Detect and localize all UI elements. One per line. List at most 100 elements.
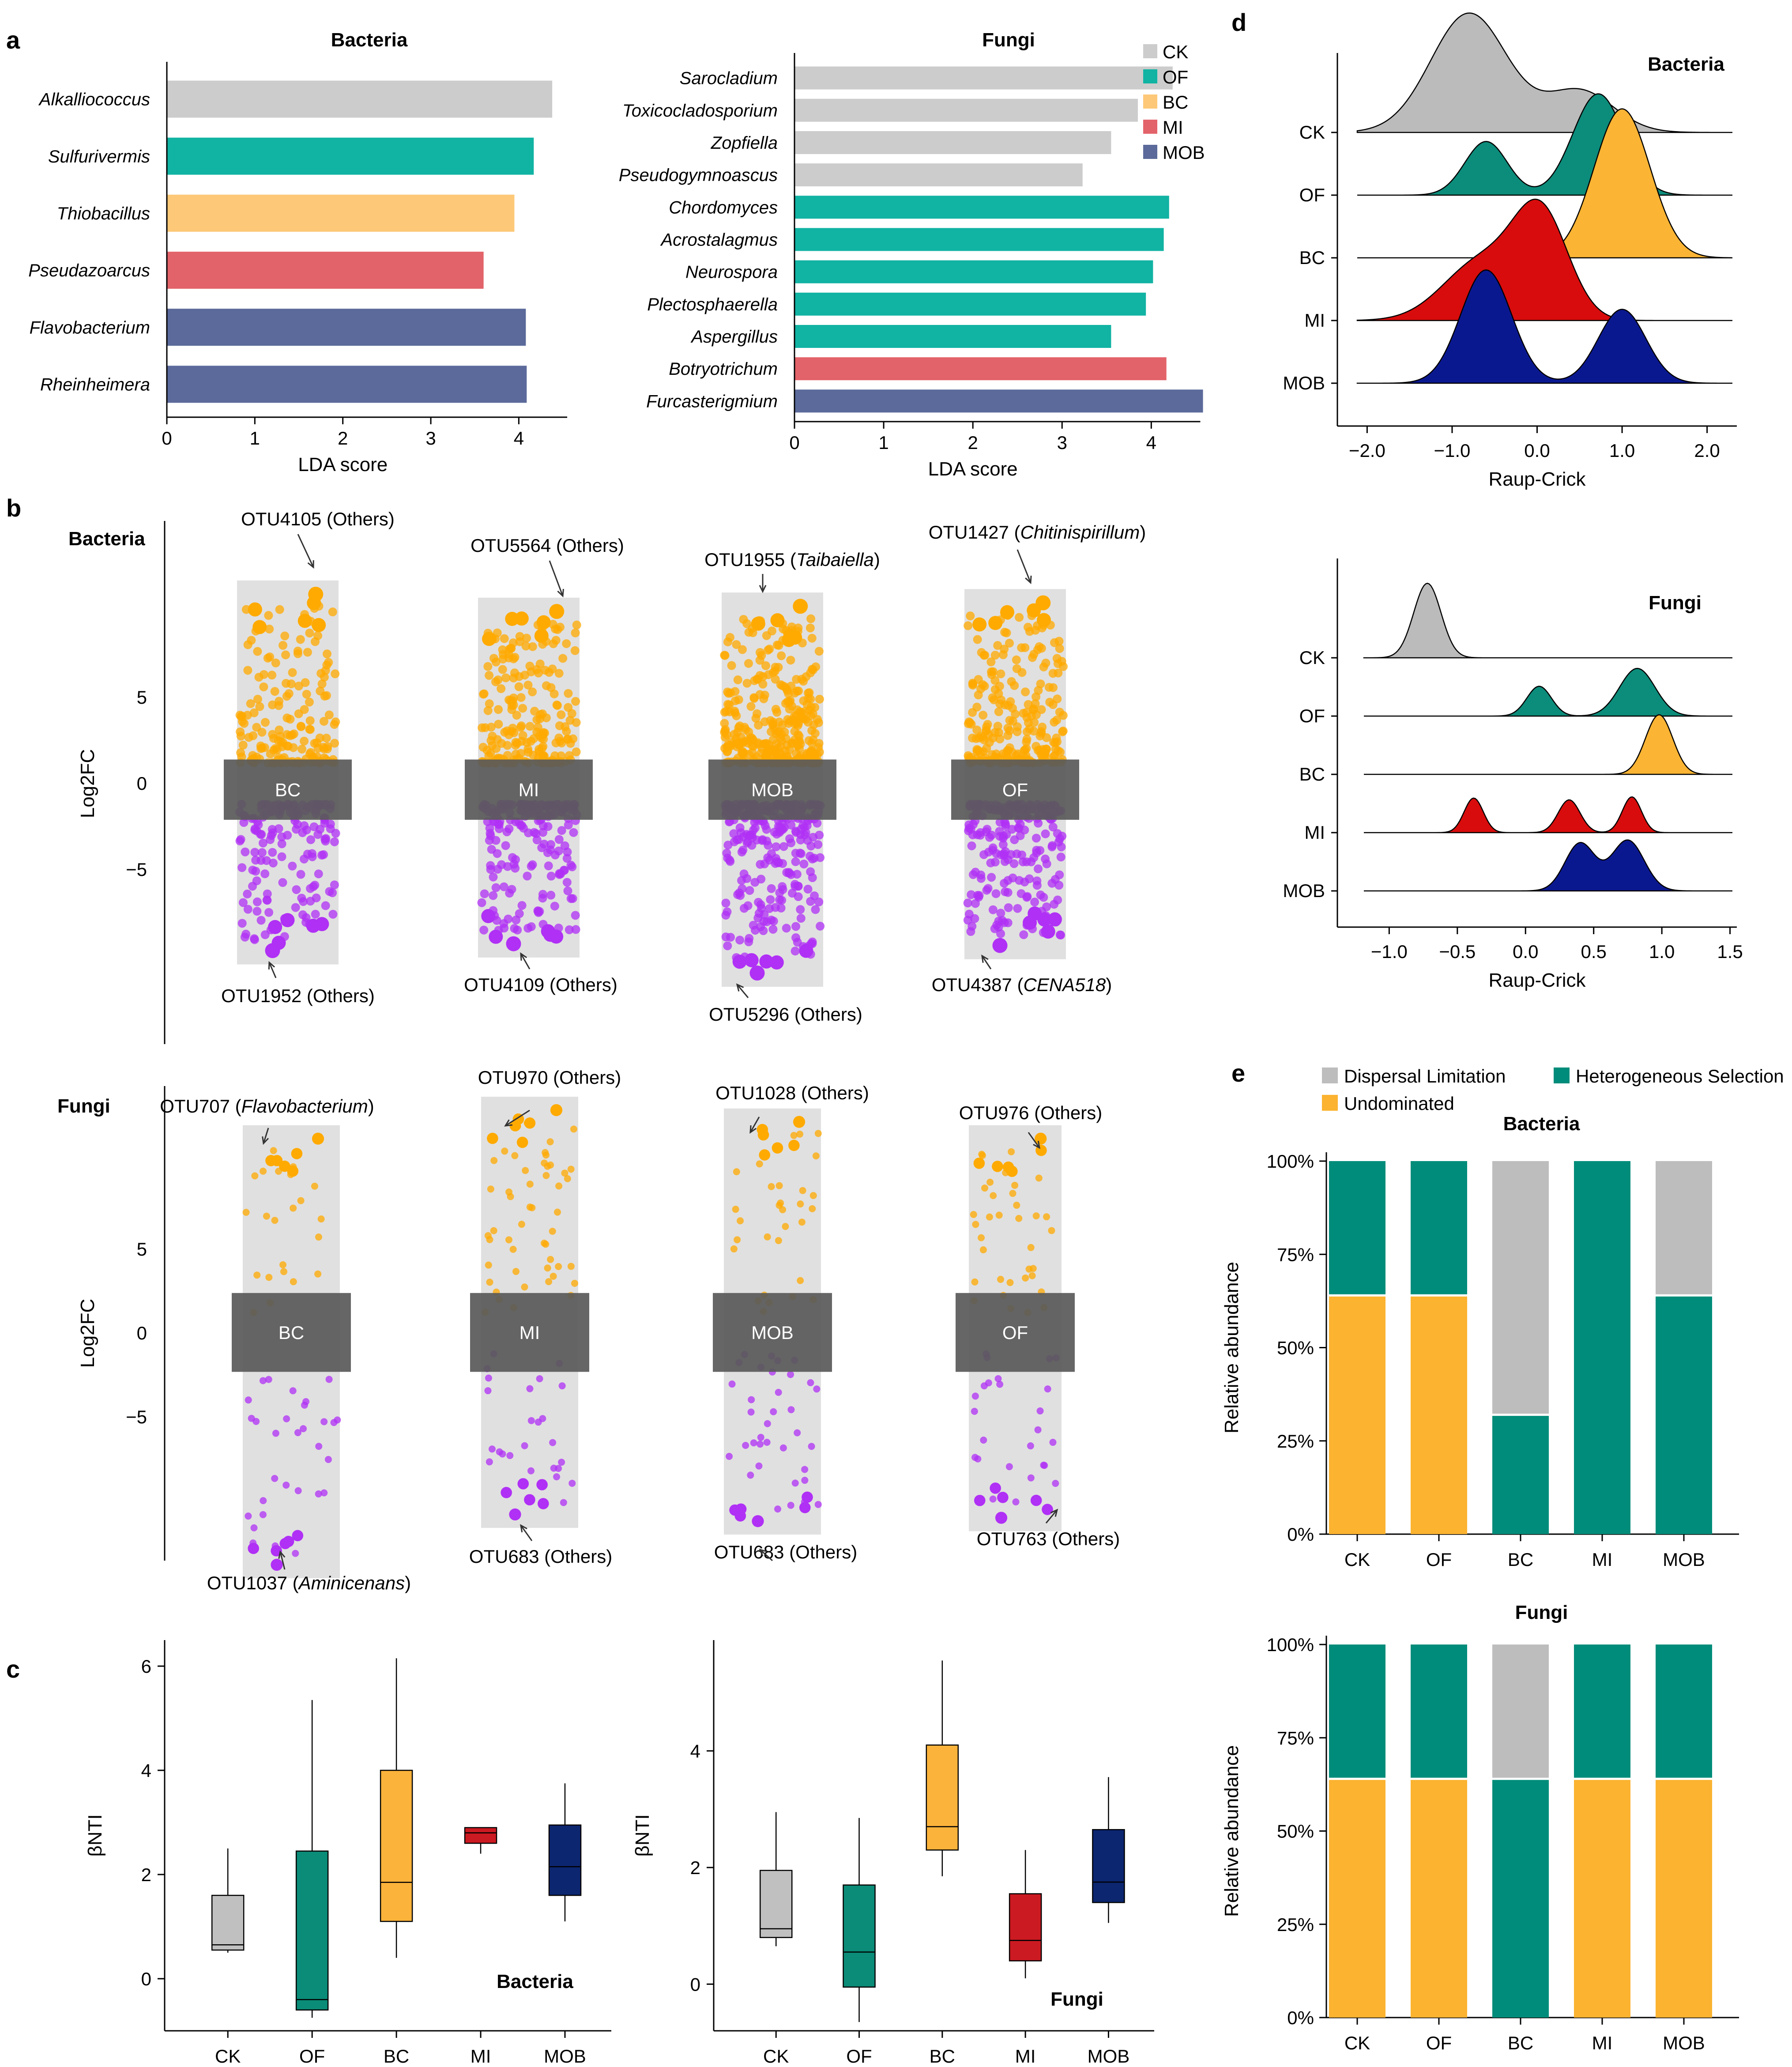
y-tick-label: MOB [1283,880,1325,901]
down-regulated-point [1022,893,1032,902]
down-regulated-point [747,1471,754,1479]
up-regulated-point [1023,727,1032,736]
up-regulated-point [265,624,274,634]
up-regulated-point [507,705,516,714]
up-regulated-point [1043,1213,1050,1221]
up-regulated-point [562,639,571,648]
down-regulated-point [283,830,292,840]
up-regulated-point [792,686,802,696]
down-regulated-point-large [536,1479,548,1490]
legend-swatch [1322,1095,1338,1111]
chart-title: Bacteria [68,528,145,550]
ridge-mob [1364,839,1732,892]
up-regulated-point [734,695,743,704]
up-regulated-point [324,710,334,720]
volcano-group-mob: MOB OTU1955 (Taibaiella) OTU5296 (Others) [704,549,880,1025]
up-regulated-point-large [279,1160,290,1172]
chart-title: Fungi [1515,1602,1568,1623]
up-regulated-point [807,634,817,643]
top-annotation-arrow-head [759,585,767,593]
up-regulated-point [331,669,340,679]
group-label: MI [519,780,539,800]
down-regulated-point [801,1477,809,1484]
lda-bar [794,260,1153,283]
up-regulated-point [995,1211,1003,1219]
up-regulated-point [742,679,752,688]
down-regulated-point [774,1505,782,1513]
annotation-otu: OTU1037 ( [207,1573,299,1593]
down-regulated-point [533,907,542,916]
iqr-box [211,1894,245,1951]
up-regulated-point [1013,1202,1020,1209]
down-regulated-point [726,932,735,942]
panel-b-volcano: Bacteria 5 0 −5 Log2FC BC OTU4105 (Others) OTU1… [57,509,1146,1593]
up-regulated-point [294,681,304,690]
category-label: Acrostalagmus [660,230,778,250]
bottom-otu-annotation: OTU683 (Others) [714,1542,857,1562]
top-otu-annotation: OTU707 (Flavobacterium) [160,1096,374,1116]
up-regulated-point [243,666,252,675]
up-regulated-point [1050,738,1060,747]
down-regulated-point [250,1524,258,1531]
y-tick-label: 0% [1287,1524,1314,1545]
y-tick-label: −5 [126,859,147,880]
top-otu-annotation: OTU4105 (Others) [241,509,395,529]
down-regulated-point [566,894,576,903]
iqr-box [295,1850,329,2011]
up-regulated-point [981,1184,989,1192]
chart-title: Bacteria [1648,53,1724,75]
top-annotation-arrow-head [504,1119,513,1127]
iqr-box [1092,1829,1125,1903]
down-regulated-point-large [990,1482,1001,1494]
up-regulated-point [806,711,816,720]
down-regulated-point [308,849,317,858]
down-regulated-point [722,849,731,858]
down-regulated-point [971,1407,978,1415]
up-regulated-point [786,656,795,665]
up-regulated-point [976,732,986,741]
down-regulated-point-large [268,920,282,934]
down-regulated-point [249,934,259,943]
up-regulated-point [1030,718,1039,727]
up-regulated-point [1005,638,1014,648]
down-regulated-point [964,909,974,919]
down-regulated-point [320,1418,328,1426]
iqr-box [843,1884,876,1988]
up-regulated-point [497,684,506,693]
up-regulated-point [1041,658,1050,668]
down-regulated-point [721,898,730,908]
down-regulated-point [797,825,806,834]
stack-segment-heterogeneous-selection [1574,1161,1630,1534]
iqr-box [380,1769,413,1922]
up-regulated-point [254,672,264,682]
up-regulated-point [810,729,820,738]
top-annotation-arrow [1016,549,1032,583]
down-regulated-point [294,1429,301,1437]
up-regulated-point [783,715,792,724]
down-regulated-point [264,908,274,917]
down-regulated-point [1042,902,1051,912]
up-regulated-point [253,647,262,656]
bottom-annotation-arrow [981,955,992,969]
up-regulated-point [764,645,773,655]
up-regulated-point [520,671,529,680]
group-label: OF [1002,780,1028,800]
up-regulated-point [733,1168,740,1176]
up-regulated-point [252,723,261,732]
up-regulated-point [550,1272,557,1280]
down-regulated-point [1009,859,1019,868]
up-regulated-point [782,1223,789,1230]
x-axis-label: Raup-Crick [1488,969,1586,991]
bottom-annotation-arrow [760,1549,773,1562]
up-regulated-point [796,1130,803,1138]
up-regulated-point [270,687,279,696]
down-regulated-point [243,890,252,899]
chart-title: Bacteria [497,1971,573,1992]
down-regulated-point [306,835,316,845]
lda-bar [794,325,1111,348]
up-regulated-point [311,637,320,646]
legend-label: MI [1163,117,1183,138]
y-tick-label: 75% [1277,1728,1314,1748]
ridge-mob [1356,269,1733,384]
y-tick-label: 4 [141,1760,151,1781]
